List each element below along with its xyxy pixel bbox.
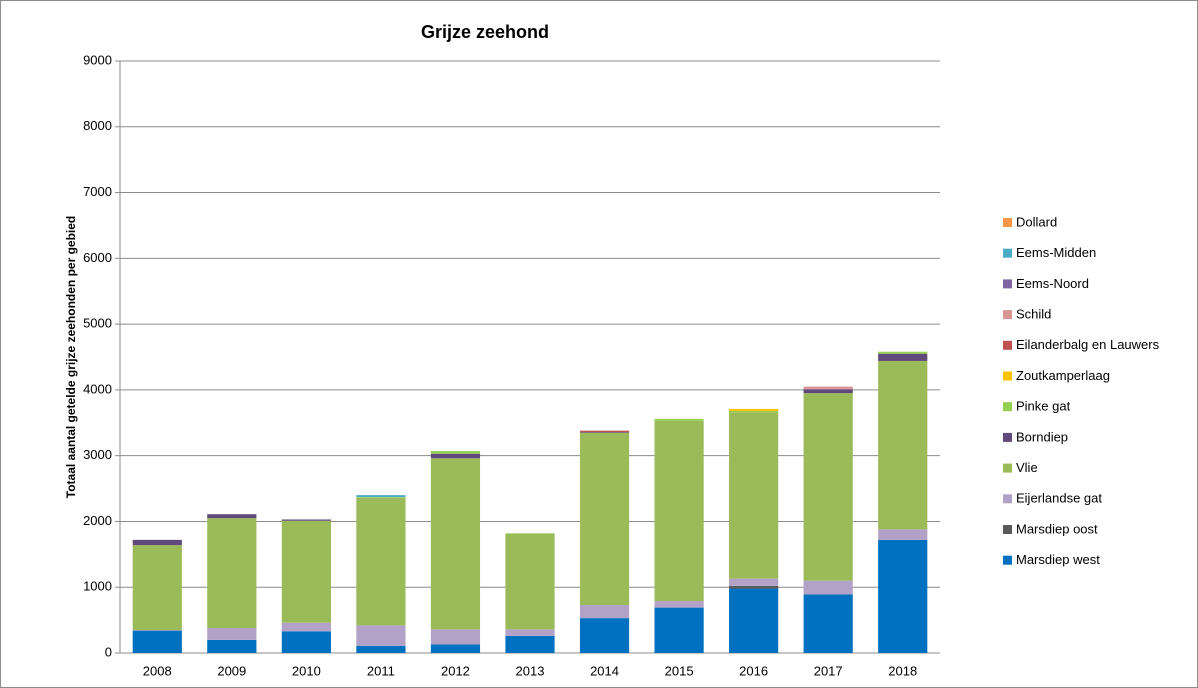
bar-segment: [579, 430, 630, 432]
bar-segment: [356, 645, 406, 653]
bar-segment: [729, 410, 779, 413]
legend-swatch: [1003, 463, 1012, 473]
bar-segment: [132, 545, 182, 630]
bar-segment: [579, 604, 630, 619]
bar-segment: [505, 635, 555, 653]
legend-label: Borndiep: [1016, 429, 1068, 444]
legend-label: Marsdiep west: [1016, 552, 1100, 567]
bar-segment: [356, 625, 406, 646]
x-tick-label: 2015: [665, 663, 694, 678]
y-axis-label: Totaal aantal getelde grijze zeehonden p…: [64, 216, 78, 499]
bar-segment: [430, 644, 481, 653]
bar-segment: [878, 539, 928, 653]
legend-swatch: [1003, 340, 1012, 350]
bar-segment: [878, 351, 928, 354]
bar-segment: [654, 601, 704, 608]
bar-segment: [878, 360, 928, 530]
y-tick-label: 6000: [83, 250, 112, 265]
bar-segment: [878, 529, 928, 540]
legend-swatch: [1003, 555, 1012, 565]
legend-label: Dollard: [1016, 214, 1057, 229]
bar-segment: [132, 539, 182, 546]
bar-segment: [878, 353, 928, 361]
legend-label: Pinke gat: [1016, 399, 1071, 414]
legend-label: Vlie: [1016, 460, 1038, 475]
bar-segment: [132, 629, 182, 631]
bar-segment: [430, 458, 481, 630]
legend-swatch: [1003, 279, 1012, 289]
y-tick-label: 1000: [83, 579, 112, 594]
y-tick-label: 4000: [83, 381, 112, 396]
x-tick-label: 2012: [441, 663, 470, 678]
legend-label: Zoutkamperlaag: [1016, 368, 1110, 383]
y-tick-label: 0: [105, 644, 112, 659]
bar-segment: [356, 495, 406, 498]
x-tick-label: 2013: [516, 663, 545, 678]
bar-segment: [803, 580, 853, 595]
legend-label: Eems-Midden: [1016, 245, 1096, 260]
y-tick-label: 5000: [83, 316, 112, 331]
bar-segment: [281, 520, 331, 623]
bar-segment: [803, 594, 853, 653]
legend-label: Eilanderbalg en Lauwers: [1016, 337, 1160, 352]
bar-segment: [281, 519, 331, 521]
bar-segment: [654, 607, 704, 653]
bar-segment: [729, 408, 779, 411]
bar-segment: [579, 432, 630, 605]
x-tick-label: 2010: [292, 663, 321, 678]
x-tick-label: 2017: [814, 663, 843, 678]
bar-segment: [654, 420, 704, 602]
x-tick-label: 2009: [217, 663, 246, 678]
legend-swatch: [1003, 371, 1012, 381]
bar-segment: [356, 497, 406, 498]
legend-label: Eems-Noord: [1016, 276, 1089, 291]
bar-segment: [803, 386, 853, 390]
x-tick-label: 2011: [367, 663, 395, 678]
y-tick-label: 3000: [83, 447, 112, 462]
bar-segment: [430, 453, 481, 459]
bar-segment: [281, 631, 331, 653]
bar-segment: [430, 451, 481, 454]
bar-segment: [579, 431, 630, 433]
legend-label: Schild: [1016, 307, 1051, 322]
bar-segment: [207, 639, 257, 653]
legend-swatch: [1003, 432, 1012, 442]
bar-segment: [356, 497, 406, 626]
legend-swatch: [1003, 402, 1012, 412]
bar-segment: [505, 533, 555, 630]
legend-swatch: [1003, 525, 1012, 534]
legend-swatch: [1003, 218, 1012, 227]
y-tick-label: 8000: [83, 118, 112, 133]
chart-title: Grijze zeehond: [421, 22, 549, 42]
bar-segment: [207, 514, 257, 519]
x-tick-label: 2014: [590, 663, 619, 678]
bar-segment: [579, 618, 630, 653]
bar-segment: [654, 418, 704, 421]
bar-segment: [729, 412, 779, 579]
x-tick-label: 2016: [739, 663, 768, 678]
bar-segment: [132, 630, 182, 653]
bar-segment: [207, 628, 257, 640]
bar-segment: [729, 578, 779, 586]
y-tick-label: 2000: [83, 513, 112, 528]
y-tick-label: 9000: [83, 52, 112, 67]
bar-segment: [281, 622, 331, 632]
bar-segment: [803, 393, 853, 581]
y-tick-label: 7000: [83, 184, 112, 199]
bar-segment: [729, 585, 779, 589]
bar-segment: [729, 588, 779, 653]
bar-segment: [505, 533, 555, 534]
bar-segment: [505, 629, 555, 636]
legend-label: Marsdiep oost: [1016, 521, 1098, 536]
legend-swatch: [1003, 310, 1012, 320]
bar-segment: [430, 629, 481, 645]
bar-segment: [207, 518, 257, 629]
legend-label: Eijerlandse gat: [1016, 491, 1102, 506]
x-tick-label: 2008: [143, 663, 172, 678]
legend-swatch: [1003, 494, 1012, 504]
bar-segment: [803, 389, 853, 394]
x-tick-label: 2018: [888, 663, 917, 678]
legend-swatch: [1003, 248, 1012, 258]
